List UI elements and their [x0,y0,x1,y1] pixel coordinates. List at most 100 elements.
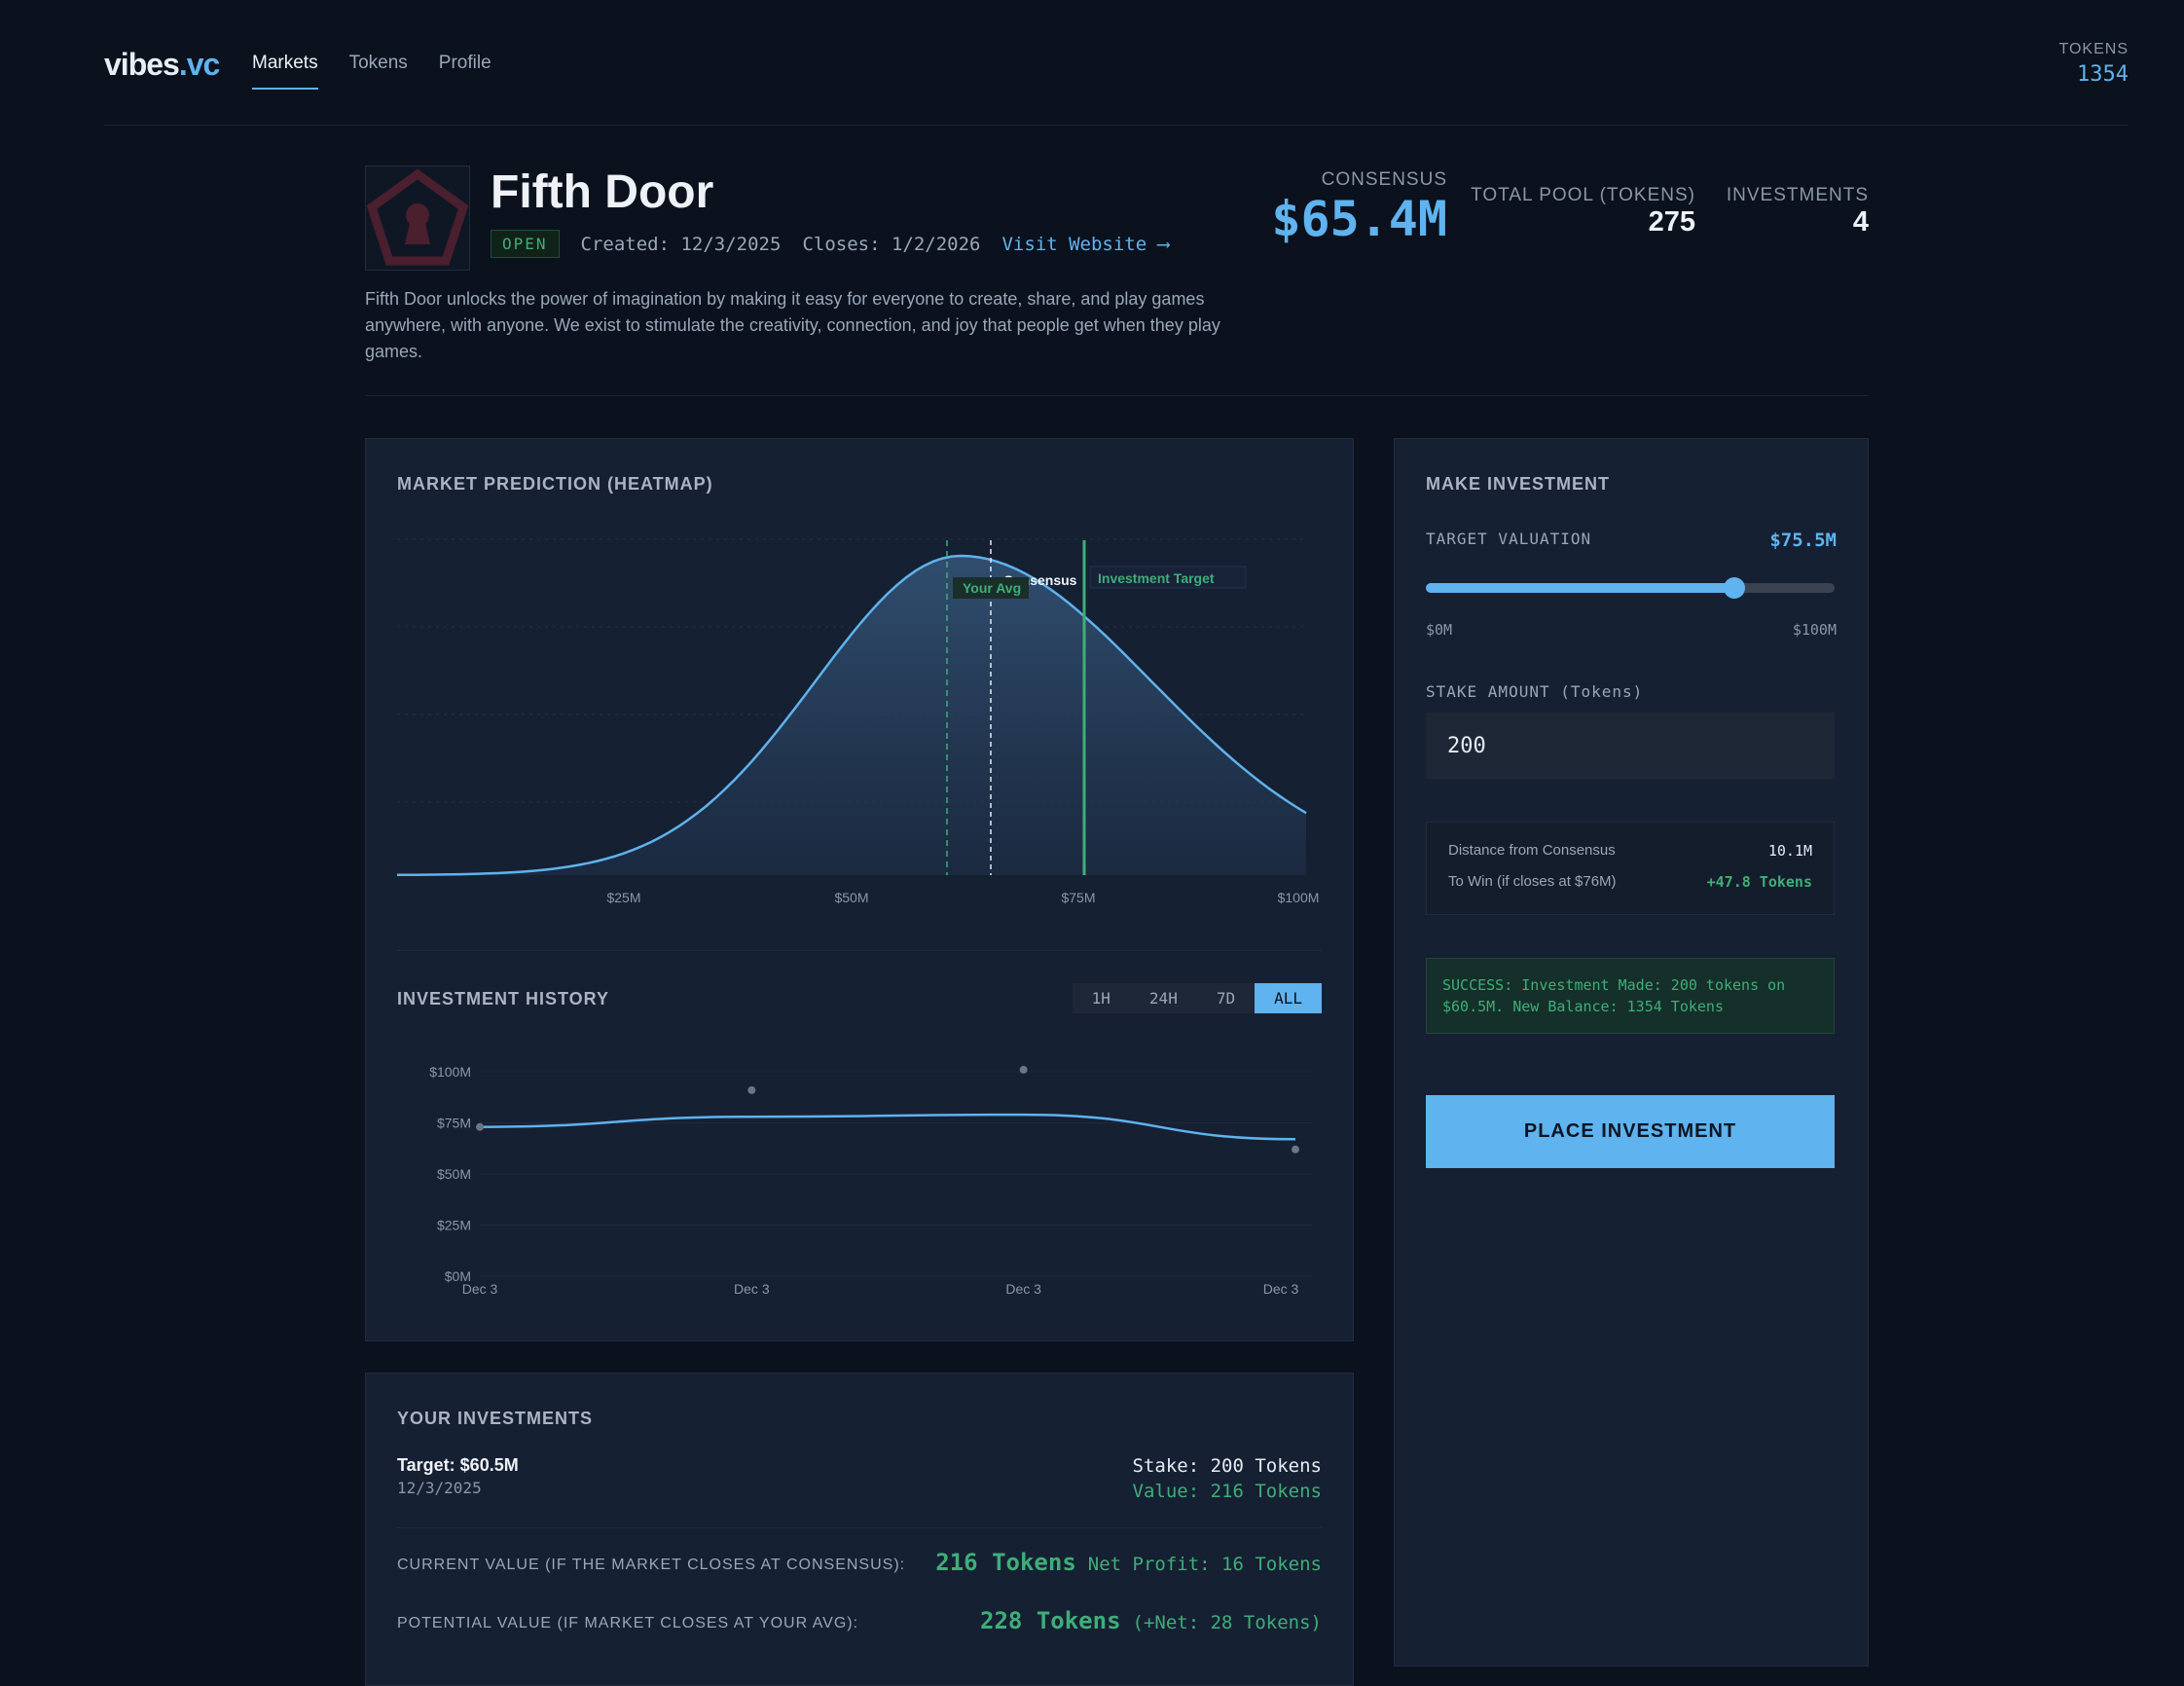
range-selector: 1H 24H 7D ALL [1072,983,1322,1013]
consensus-value: $65.4M [1271,191,1447,247]
range-7d[interactable]: 7D [1216,989,1236,1008]
close-date: Closes: 1/2/2026 [802,233,981,255]
history-point[interactable] [747,1085,756,1094]
success-message: SUCCESS: Investment Made: 200 tokens on … [1426,958,1835,1034]
visit-website-link[interactable]: Visit Website ⟶ [1001,233,1170,255]
investment-stake: Stake: 200 Tokens [1132,1455,1322,1477]
your-avg-label-bg [953,577,1029,599]
consensus-stat: CONSENSUS $65.4M [1271,169,1447,247]
status-badge: OPEN [491,230,560,258]
stake-amount-input[interactable] [1426,713,1835,779]
potential-net: (+Net: 28 Tokens) [1132,1612,1322,1633]
nav-tokens[interactable]: Tokens [348,53,408,73]
to-win-label: To Win (if closes at $76M) [1448,873,1617,890]
target-marker-label: Investment Target [1098,570,1215,586]
company-name: Fifth Door [491,166,714,218]
heatmap-x-tick: $75M [1061,890,1095,905]
company-description: Fifth Door unlocks the power of imaginat… [365,289,1220,361]
market-panel: MARKET PREDICTION (HEATMAP) Consensus Yo… [365,438,1354,1341]
company-meta: OPEN Created: 12/3/2025 Closes: 1/2/2026… [491,230,1169,258]
history-x-tick: Dec 3 [1005,1281,1041,1297]
make-investment-title: MAKE INVESTMENT [1426,474,1611,494]
investments-stat: INVESTMENTS 4 [1727,185,1869,238]
current-value-row: CURRENT VALUE (IF THE MARKET CLOSES AT C… [397,1549,1322,1584]
range-1h[interactable]: 1H [1091,989,1110,1008]
pool-value: 275 [1648,206,1695,238]
slider-max-label: $100M [1792,621,1837,639]
history-y-axis: $100M $75M $50M $25M $0M [429,1064,471,1284]
investment-date: 12/3/2025 [397,1479,482,1497]
investment-value: Value: 216 Tokens [1132,1481,1322,1502]
distance-value: 10.1M [1767,842,1812,860]
top-bar: vibes.vc Markets Tokens Profile TOKENS 1… [104,0,2129,126]
company-logo [365,165,470,271]
your-investments-title: YOUR INVESTMENTS [397,1409,594,1428]
heatmap-area [397,556,1306,875]
pool-label: TOTAL POOL (TOKENS) [1471,185,1695,205]
target-valuation-value: $75.5M [1769,530,1837,551]
current-net-profit: Net Profit: 16 Tokens [1087,1554,1322,1575]
investment-target: Target: $60.5M [397,1455,519,1475]
history-chart: $100M$75M$50M$25M$0M Dec 3 Dec 3 Dec 3 Dec … [429,1064,1312,1297]
history-y-tick: $50M [437,1166,471,1182]
created-date: Created: 12/3/2025 [580,233,782,255]
to-win-value: +47.8 Tokens [1706,873,1812,891]
keyhole-pentagon-icon [366,168,469,266]
stake-amount-label: STAKE AMOUNT (Tokens) [1426,682,1644,701]
brand-tld: .vc [178,47,220,82]
investment-summary: Distance from Consensus 10.1M To Win (if… [1426,822,1835,915]
heatmap-title: MARKET PREDICTION (HEATMAP) [397,474,713,494]
main-nav: Markets Tokens Profile [252,53,491,90]
potential-value-label: POTENTIAL VALUE (IF MARKET CLOSES AT YOU… [397,1615,859,1631]
history-y-tick: $25M [437,1218,471,1233]
place-investment-button[interactable]: PLACE INVESTMENT [1426,1095,1835,1168]
consensus-label: CONSENSUS [1321,169,1447,190]
history-y-tick: $0M [445,1268,471,1284]
your-avg-marker-label: Your Avg [963,580,1021,596]
make-investment-panel: MAKE INVESTMENT TARGET VALUATION $75.5M … [1394,438,1869,1667]
investments-label: INVESTMENTS [1726,185,1869,205]
slider-thumb[interactable] [1724,577,1746,599]
history-line [479,1113,1296,1141]
current-value-label: CURRENT VALUE (IF THE MARKET CLOSES AT C… [397,1557,906,1573]
your-investments-panel: YOUR INVESTMENTS Target: $60.5M 12/3/202… [365,1373,1354,1686]
target-label-bg [1089,566,1247,589]
nav-profile[interactable]: Profile [438,53,491,73]
history-x-tick: Dec 3 [734,1281,770,1297]
history-title: INVESTMENT HISTORY [397,989,610,1008]
history-point[interactable] [1292,1145,1299,1154]
wallet-balance: 1354 [2077,62,2129,87]
potential-value-tokens: 228 Tokens [980,1607,1121,1634]
investment-divider [397,1527,1322,1528]
brand-name: vibes [104,47,180,82]
history-point[interactable] [476,1122,484,1131]
history-y-tick: $100M [429,1064,471,1080]
history-points [476,1065,1299,1154]
range-24h[interactable]: 24H [1148,989,1178,1008]
potential-value-group: 228 Tokens (+Net: 28 Tokens) [980,1607,1322,1634]
history-point[interactable] [1019,1065,1028,1074]
panel-divider [397,950,1322,951]
slider-min-label: $0M [1426,621,1453,639]
target-valuation-slider[interactable] [1426,577,1835,599]
history-x-tick: Dec 3 [462,1281,498,1297]
history-y-tick: $75M [437,1116,471,1131]
heatmap-curve [397,554,1307,877]
history-x-axis: Dec 3 Dec 3 Dec 3 Dec 3 [462,1281,1299,1297]
heatmap-chart: Consensus Your Avg Investment Target $25… [397,538,1320,905]
target-valuation-label: TARGET VALUATION [1426,530,1592,548]
nav-markets[interactable]: Markets [252,53,318,90]
to-win-row: To Win (if closes at $76M) +47.8 Tokens [1448,873,1812,891]
distance-label: Distance from Consensus [1448,842,1616,859]
heatmap-x-tick: $25M [606,890,640,905]
history-x-tick: Dec 3 [1263,1281,1299,1297]
history-gridlines [480,1071,1312,1277]
pool-stat: TOTAL POOL (TOKENS) 275 [1471,185,1695,238]
investments-value: 4 [1852,206,1869,238]
range-all[interactable]: ALL [1255,983,1322,1013]
distance-row: Distance from Consensus 10.1M [1448,842,1812,860]
brand-logo[interactable]: vibes.vc [104,47,220,83]
current-value-group: 216 Tokens Net Profit: 16 Tokens [935,1549,1322,1576]
heatmap-x-tick: $100M [1278,890,1320,905]
heatmap-x-tick: $50M [834,890,868,905]
